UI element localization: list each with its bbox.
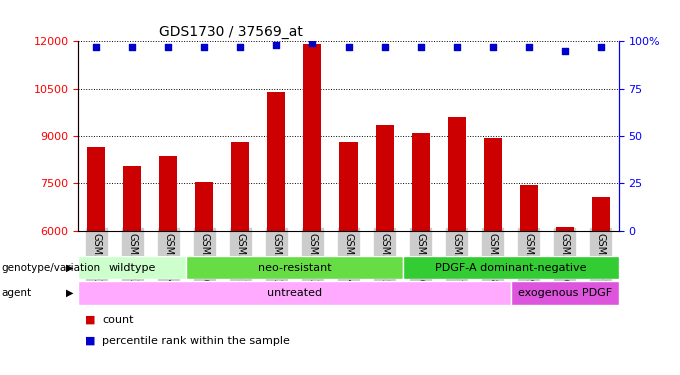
Point — [415, 44, 426, 50]
Text: genotype/variation: genotype/variation — [1, 262, 101, 273]
Bar — [483, 138, 502, 231]
Bar — [303, 44, 322, 231]
Bar — [339, 142, 358, 231]
Point — [379, 44, 390, 50]
Point — [271, 42, 282, 48]
Bar — [123, 166, 141, 231]
Point — [235, 44, 246, 50]
Bar — [520, 185, 538, 231]
Point — [126, 44, 137, 50]
Text: ▶: ▶ — [66, 288, 74, 298]
Bar — [195, 182, 214, 231]
Bar — [78, 281, 511, 305]
Text: wildtype: wildtype — [109, 262, 156, 273]
Text: GDS1730 / 37569_at: GDS1730 / 37569_at — [159, 25, 303, 39]
Point — [90, 44, 102, 50]
Text: neo-resistant: neo-resistant — [258, 262, 331, 273]
Bar — [511, 281, 619, 305]
Point — [596, 44, 607, 50]
Text: agent: agent — [1, 288, 31, 298]
Bar — [78, 256, 186, 279]
Point — [343, 44, 354, 50]
Point — [199, 44, 209, 50]
Bar — [411, 133, 430, 231]
Bar — [87, 147, 105, 231]
Bar — [556, 228, 574, 231]
Point — [487, 44, 498, 50]
Text: ▶: ▶ — [66, 262, 74, 273]
Point — [163, 44, 174, 50]
Point — [524, 44, 534, 50]
Text: percentile rank within the sample: percentile rank within the sample — [102, 336, 290, 345]
Text: ■: ■ — [85, 315, 95, 325]
Bar — [186, 256, 403, 279]
Point — [559, 48, 570, 54]
Point — [452, 44, 462, 50]
Text: ■: ■ — [85, 336, 95, 345]
Bar — [267, 92, 286, 231]
Bar — [375, 125, 394, 231]
Text: untreated: untreated — [267, 288, 322, 298]
Text: PDGF-A dominant-negative: PDGF-A dominant-negative — [435, 262, 586, 273]
Point — [307, 40, 318, 46]
Bar — [159, 156, 177, 231]
Text: count: count — [102, 315, 133, 325]
Bar — [231, 142, 250, 231]
Bar — [403, 256, 619, 279]
Text: exogenous PDGF: exogenous PDGF — [517, 288, 612, 298]
Bar — [592, 198, 610, 231]
Bar — [447, 117, 466, 231]
